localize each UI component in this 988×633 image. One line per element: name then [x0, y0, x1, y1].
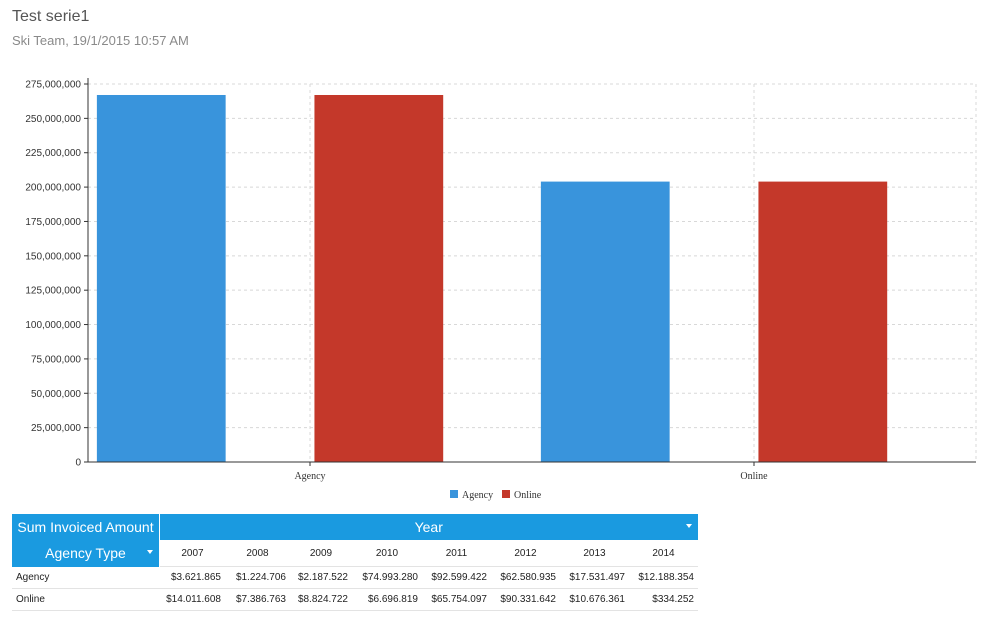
table-cell: $90.331.642 [491, 588, 560, 611]
table-cell: $14.011.608 [159, 588, 225, 611]
table-cell: $10.676.361 [560, 588, 629, 611]
y-tick-label: 250,000,000 [25, 114, 81, 125]
table-cell: $1.224.706 [225, 566, 290, 589]
year-2014: 2014 [629, 540, 698, 567]
pivot-table: Sum Invoiced Amount Year Agency Type 200… [12, 514, 699, 611]
year-column-header[interactable]: Year [159, 514, 699, 540]
y-tick-label: 0 [75, 458, 81, 469]
year-2008: 2008 [225, 540, 290, 567]
table-cell: $92.599.422 [422, 566, 491, 589]
table-cell: $8.824.722 [290, 588, 352, 611]
bar-agency-agency [96, 94, 226, 462]
legend-label-online: Online [514, 490, 542, 501]
report-subtitle: Ski Team, 19/1/2015 10:57 AM [12, 33, 189, 48]
year-header-label: Year [414, 519, 443, 535]
agency-type-dropdown-icon[interactable] [147, 550, 153, 554]
year-2007: 2007 [159, 540, 225, 567]
y-tick-label: 75,000,000 [31, 354, 81, 365]
y-tick-label: 175,000,000 [25, 217, 81, 228]
year-2012: 2012 [491, 540, 560, 567]
row-dimension-header[interactable]: Agency Type [12, 540, 160, 567]
y-tick-label: 50,000,000 [31, 389, 81, 400]
year-dropdown-icon[interactable] [685, 524, 692, 528]
table-cell: $7.386.763 [225, 588, 290, 611]
year-2009: 2009 [290, 540, 352, 567]
bar-online-agency [314, 94, 444, 462]
table-cell: $3.621.865 [159, 566, 225, 589]
agency-type-label: Agency Type [45, 545, 126, 562]
x-tick-label: Online [740, 471, 768, 482]
table-cell: $62.580.935 [491, 566, 560, 589]
table-cell: $65.754.097 [422, 588, 491, 611]
table-cell: $2.187.522 [290, 566, 352, 589]
table-cell: $6.696.819 [352, 588, 422, 611]
table-row: Online $14.011.608 $7.386.763 $8.824.722… [12, 588, 698, 611]
y-tick-label: 150,000,000 [25, 251, 81, 262]
year-2013: 2013 [560, 540, 629, 567]
year-2010: 2010 [352, 540, 422, 567]
table-row: Agency $3.621.865 $1.224.706 $2.187.522 … [12, 566, 698, 589]
y-tick-label: 25,000,000 [31, 423, 81, 434]
bar-online-online [758, 181, 888, 463]
table-cell: $74.993.280 [352, 566, 422, 589]
table-cell: $12.188.354 [629, 566, 698, 589]
row-label-agency: Agency [12, 566, 160, 589]
y-tick-label: 100,000,000 [25, 320, 81, 331]
bar-chart: 0 25,000,000 50,000,000 75,000,000 100,000,0… [25, 78, 977, 501]
measure-header: Sum Invoiced Amount [12, 514, 160, 540]
report-title: Test serie1 [12, 8, 90, 25]
y-tick-label: 200,000,000 [25, 183, 81, 194]
row-label-online: Online [12, 588, 160, 611]
legend-label-agency: Agency [462, 490, 493, 501]
legend-swatch-online [502, 490, 510, 498]
bar-agency-online [540, 181, 670, 463]
table-cell: $334.252 [629, 588, 698, 611]
table-cell: $17.531.497 [560, 566, 629, 589]
y-tick-label: 125,000,000 [25, 286, 81, 297]
y-tick-label: 275,000,000 [25, 80, 81, 91]
y-tick-label: 225,000,000 [25, 148, 81, 159]
year-2011: 2011 [422, 540, 491, 567]
x-tick-label: Agency [294, 471, 325, 482]
legend-swatch-agency [450, 490, 458, 498]
